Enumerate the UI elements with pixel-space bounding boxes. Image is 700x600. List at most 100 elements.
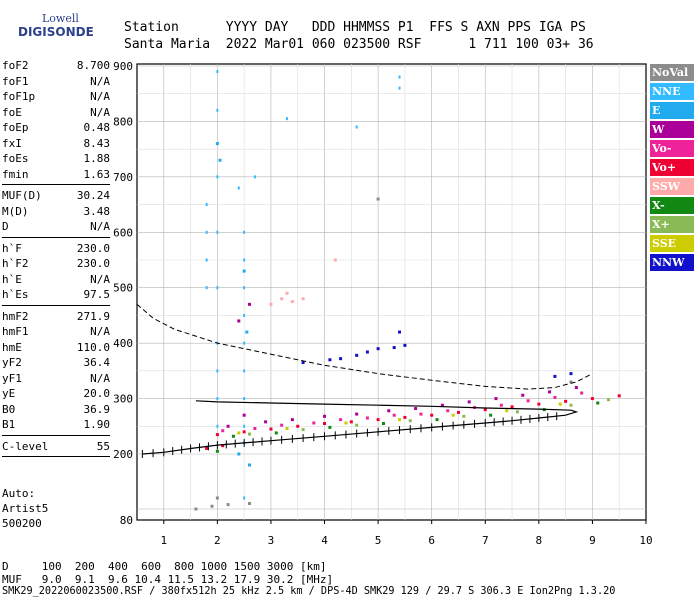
- param-row: fxI 8.43: [2, 136, 110, 152]
- x-tick-label: 2: [214, 534, 221, 547]
- echo-point: [243, 369, 246, 373]
- param-value: 1.90: [83, 418, 111, 431]
- param-label: fxI: [2, 136, 22, 150]
- echo-point: [339, 357, 343, 361]
- echo-point: [216, 286, 219, 290]
- param-row: D N/A: [2, 219, 110, 235]
- param-value: 97.5: [83, 288, 111, 301]
- param-label: foE: [2, 105, 22, 119]
- echo-point: [537, 402, 541, 406]
- footer-distance-row: D 100 200 400 600 800 1000 1500 3000 [km…: [2, 560, 327, 573]
- param-row: fmin 1.63: [2, 167, 110, 183]
- echo-point: [301, 297, 305, 301]
- echo-point: [323, 414, 327, 418]
- echo-point: [494, 397, 498, 401]
- param-label: foF1: [2, 74, 29, 88]
- param-label: foEp: [2, 121, 29, 134]
- echo-point: [301, 361, 305, 365]
- y-tick-label: 400: [113, 337, 133, 350]
- param-row: foEp 0.48: [2, 120, 110, 136]
- echo-point: [387, 409, 391, 413]
- legend-entry: NNW: [650, 254, 694, 271]
- echo-point: [376, 197, 380, 201]
- param-label: B0: [2, 402, 16, 416]
- x-tick-label: 5: [375, 534, 382, 547]
- echo-point: [253, 175, 256, 179]
- param-label: MUF(D): [2, 189, 42, 202]
- echo-point: [505, 409, 509, 413]
- echo-point: [521, 393, 525, 397]
- param-row: yE 20.0: [2, 386, 110, 402]
- param-value: N/A: [90, 325, 110, 338]
- echo-point: [526, 399, 530, 403]
- legend-entry: W: [650, 121, 694, 138]
- echo-point: [408, 419, 412, 423]
- param-label: h`F2: [2, 257, 29, 270]
- legend-entry: SSW: [650, 178, 694, 195]
- echo-point: [398, 86, 401, 90]
- echo-point: [248, 432, 252, 436]
- echo-point: [376, 347, 380, 351]
- legend-entry: NoVal: [650, 64, 694, 81]
- echo-point: [237, 452, 241, 456]
- param-label: hmF2: [2, 309, 29, 323]
- echo-point: [355, 412, 359, 416]
- param-row: M(D) 3.48: [2, 204, 110, 220]
- echo-point: [499, 403, 503, 407]
- x-tick-label: 8: [536, 534, 543, 547]
- parameter-panel: foF2 8.700 foF1 N/A foF1p N/A foE N/A foEp 0.48 fx…: [2, 58, 110, 460]
- param-label: foEs: [2, 152, 29, 165]
- y-tick-label: 200: [113, 448, 133, 461]
- param-value: N/A: [90, 105, 110, 119]
- echo-point: [596, 401, 600, 405]
- echo-point: [430, 413, 434, 417]
- legend-entry: X+: [650, 216, 694, 233]
- x-tick-label: 1: [160, 534, 167, 547]
- echo-point: [205, 446, 209, 450]
- param-row: foF1 N/A: [2, 74, 110, 90]
- echo-point: [323, 422, 327, 426]
- echo-point: [564, 399, 568, 403]
- echo-point: [237, 431, 241, 435]
- auto-label: Auto:: [2, 487, 36, 500]
- param-label: hmF1: [2, 325, 29, 338]
- param-row: foEs 1.88: [2, 151, 110, 167]
- echo-point: [489, 413, 493, 417]
- echo-point: [243, 341, 246, 345]
- param-label: h`F: [2, 241, 22, 255]
- x-tick-label: 3: [268, 534, 275, 547]
- echo-point: [328, 425, 332, 429]
- echo-point: [392, 413, 396, 417]
- echo-point: [365, 416, 369, 420]
- param-row: h`E N/A: [2, 272, 110, 288]
- echo-point: [218, 158, 222, 162]
- echo-point: [215, 142, 219, 146]
- x-tick-label: 9: [589, 534, 596, 547]
- param-value: 30.24: [76, 189, 110, 202]
- param-value: N/A: [90, 74, 110, 88]
- echo-point: [215, 433, 219, 437]
- param-row: MUF(D) 30.24: [2, 188, 110, 204]
- echo-point: [210, 504, 214, 508]
- echo-point: [339, 418, 343, 422]
- echo-point: [221, 444, 225, 448]
- y-tick-label: 500: [113, 282, 133, 295]
- param-row: foF2 8.700: [2, 58, 110, 74]
- echo-point: [242, 269, 246, 273]
- param-value: 20.0: [83, 387, 111, 400]
- echo-point: [237, 319, 241, 323]
- footer-file-info: SMK29_2022060023500.RSF / 380fx512h 25 k…: [2, 586, 616, 597]
- echo-point: [286, 117, 289, 121]
- echo-point: [253, 427, 257, 431]
- echo-point: [216, 369, 219, 373]
- param-label: C-level: [2, 439, 49, 453]
- echo-point: [243, 313, 246, 317]
- param-row: h`Es 97.5: [2, 287, 110, 303]
- echo-point: [215, 449, 219, 453]
- param-separator: [2, 236, 110, 238]
- param-value: 8.43: [83, 136, 111, 150]
- echo-point: [205, 286, 208, 290]
- echo-point: [574, 385, 578, 389]
- param-label: B1: [2, 418, 16, 431]
